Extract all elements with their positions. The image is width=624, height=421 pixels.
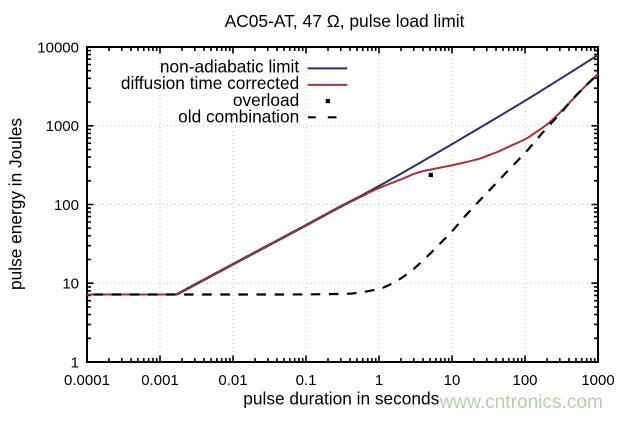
svg-text:0.001: 0.001 [141, 372, 179, 389]
svg-text:www.cntronics.com: www.cntronics.com [439, 392, 603, 413]
svg-text:1: 1 [71, 354, 79, 371]
svg-text:0.1: 0.1 [296, 372, 317, 389]
svg-text:pulse energy in Joules: pulse energy in Joules [6, 118, 26, 290]
svg-text:0.01: 0.01 [218, 372, 247, 389]
svg-text:0.0001: 0.0001 [64, 372, 110, 389]
svg-text:100: 100 [54, 197, 79, 214]
svg-text:diffusion time corrected: diffusion time corrected [121, 73, 299, 93]
svg-text:10: 10 [444, 372, 461, 389]
svg-text:10: 10 [62, 276, 79, 293]
svg-text:100: 100 [512, 372, 537, 389]
svg-text:1000: 1000 [581, 372, 614, 389]
svg-text:10000: 10000 [37, 39, 79, 56]
svg-text:overload: overload [233, 90, 299, 110]
svg-text:pulse duration in seconds: pulse duration in seconds [243, 389, 439, 409]
svg-text:non-adiabatic limit: non-adiabatic limit [160, 56, 299, 76]
svg-text:1: 1 [375, 372, 383, 389]
svg-text:old combination: old combination [178, 107, 299, 127]
svg-text:AC05-AT, 47 Ω, pulse load limi: AC05-AT, 47 Ω, pulse load limit [225, 11, 465, 31]
svg-text:1000: 1000 [46, 118, 79, 135]
